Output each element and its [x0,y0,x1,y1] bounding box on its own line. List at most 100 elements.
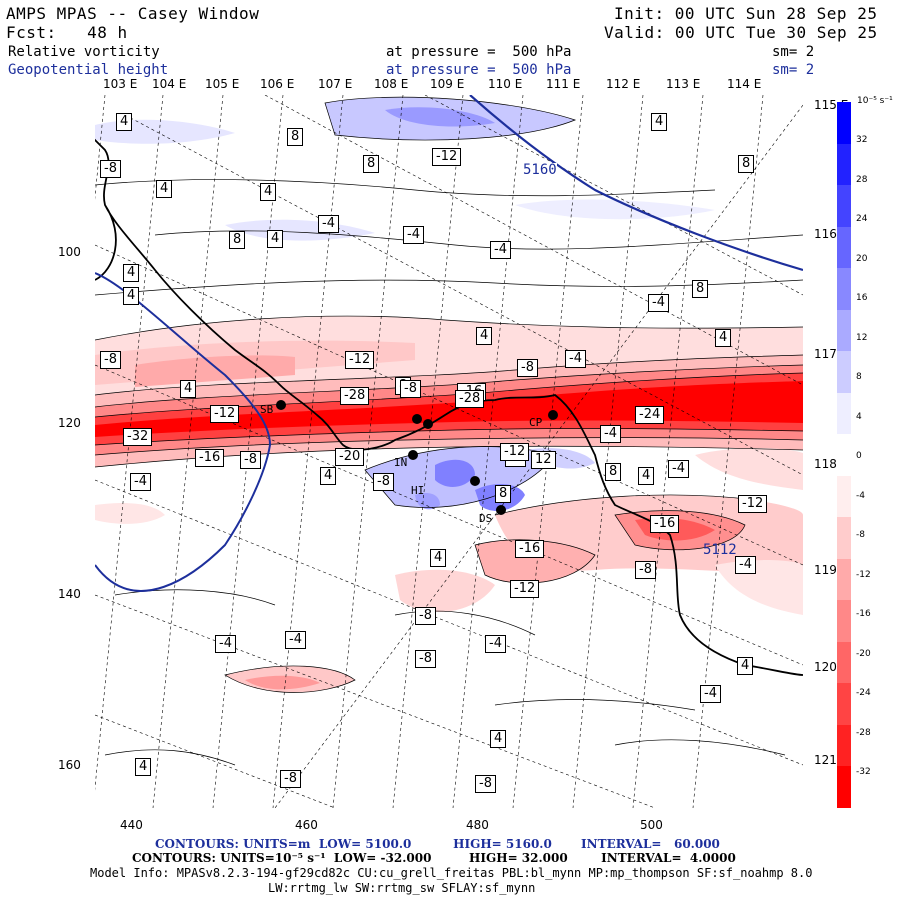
vorticity-contour-label: -20 [335,448,365,466]
vorticity-contour-label: 8 [738,155,755,173]
colorbar [837,102,851,808]
vorticity-contour-label: -12 [432,148,462,166]
map-title: AMPS MPAS -- Casey Window [6,4,260,23]
station-label: HI [411,484,425,497]
colorbar-segment [837,724,851,767]
vorticity-contour-label: 8 [692,280,709,298]
model-info-line2: LW:rrtmg_lw SW:rrtmg_sw SFLAY:sf_mynn [268,881,536,895]
vorticity-contour-label: -4 [215,635,236,653]
vorticity-contour-label: 4 [638,467,655,485]
longitude-label: 113 E [666,77,701,91]
vorticity-contour-label: -28 [455,390,485,408]
colorbar-segment [837,517,851,559]
colorbar-segment [837,683,851,725]
colorbar-label: -16 [856,609,871,619]
y-axis-tick: 120 [58,416,81,430]
vorticity-contour-label: 4 [737,657,754,675]
vorticity-contour-label: -16 [515,540,545,558]
field1-smooth: sm= 2 [772,44,815,60]
colorbar-segment [837,641,851,684]
vorticity-contour-label: -4 [318,215,339,233]
init-time: Init: 00 UTC Sun 28 Sep 25 [614,4,878,23]
colorbar-segment [837,392,851,435]
field2-smooth: sm= 2 [772,62,815,78]
colorbar-segment [837,226,851,269]
colorbar-label: -32 [856,767,871,777]
y-axis-tick: 140 [58,587,81,601]
longitude-label: 103 E [103,77,138,91]
vorticity-contour-label: 4 [651,113,668,131]
x-axis-tick: 460 [295,818,318,832]
vorticity-contour-label: -4 [600,425,621,443]
vorticity-contour-label: 8 [229,231,246,249]
vorticity-contour-label: -8 [280,770,301,788]
vorticity-contour-label: -4 [735,556,756,574]
vorticity-contour-label: -8 [415,650,436,668]
vorticity-contour-label: -32 [123,428,153,446]
colorbar-label: -12 [856,569,871,580]
station-label: SB [260,403,274,416]
height-contour-label: 5160 [523,162,557,178]
vorticity-contour-label: 4 [123,287,140,305]
vorticity-contour-label: -4 [700,685,721,703]
longitude-label: 106 E [260,77,295,91]
vorticity-contour-label: -4 [490,241,511,259]
colorbar-unit: 10⁻⁵ s⁻¹ [857,96,893,106]
vorticity-contour-label: -8 [517,359,538,377]
valid-time: Valid: 00 UTC Tue 30 Sep 25 [604,23,878,42]
vorticity-contour-label: 8 [287,128,304,146]
colorbar-label: -28 [856,727,871,738]
vorticity-contour-info: CONTOURS: UNITS=10⁻⁵ s⁻¹ LOW= -32.000 HI… [132,851,736,865]
vorticity-contour-label: -16 [195,449,225,467]
colorbar-label: 20 [856,253,868,264]
vorticity-contour-label: 4 [123,264,140,282]
colorbar-label: 32 [856,135,868,145]
longitude-label: 110 E [488,77,523,91]
model-info: Model Info: MPASv8.2.3-194-gf29cd82c CU:… [90,866,813,880]
station-label: DS [479,512,493,525]
vorticity-contour-label: -8 [240,451,261,469]
vorticity-contour-label: -4 [403,226,424,244]
vorticity-contour-label: 4 [476,327,493,345]
colorbar-label: -24 [856,688,871,698]
vorticity-contour-label: -8 [635,561,656,579]
field1-level: at pressure = 500 hPa [386,44,572,60]
colorbar-label: 4 [856,411,862,422]
colorbar-label: -8 [856,530,865,540]
colorbar-segment [837,102,851,144]
vorticity-contour-label: -12 [510,580,540,598]
vorticity-contour-label: -4 [648,294,669,312]
vorticity-contour-label: -8 [400,380,421,398]
colorbar-label: 16 [856,293,868,303]
colorbar-label: 0 [856,451,862,461]
colorbar-segment [837,143,851,186]
colorbar-segment [837,600,851,642]
vorticity-contour-label: -8 [100,160,121,178]
vorticity-contour-label: 8 [495,485,512,503]
colorbar-segment [837,475,851,518]
vorticity-contour-label: -8 [373,473,394,491]
vorticity-contour-label: 4 [715,329,732,347]
vorticity-contour-label: -12 [210,405,240,423]
vorticity-contour-label: -8 [415,607,436,625]
longitude-label: 104 E [152,77,187,91]
longitude-label: 114 E [727,77,762,91]
longitude-label: 107 E [318,77,353,91]
colorbar-label: -4 [856,490,865,501]
colorbar-label: 24 [856,214,868,224]
x-axis-tick: 500 [640,818,663,832]
longitude-label: 111 E [546,77,581,91]
colorbar-segment [837,351,851,393]
station-label: CP [529,416,543,429]
vorticity-contour-label: 4 [116,113,133,131]
colorbar-segment [837,309,851,352]
longitude-label: 112 E [606,77,641,91]
vorticity-contour-label: 4 [260,183,277,201]
longitude-label: 108 E [374,77,409,91]
vorticity-contour-label: -8 [100,351,121,369]
field2-level: at pressure = 500 hPa [386,62,572,78]
colorbar-label: 28 [856,174,868,185]
vorticity-contour-label: 4 [320,467,337,485]
vorticity-contour-label: -4 [668,460,689,478]
station-label: IN [394,456,408,469]
